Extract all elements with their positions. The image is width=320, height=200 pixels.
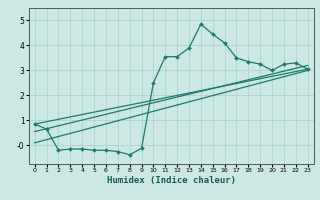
X-axis label: Humidex (Indice chaleur): Humidex (Indice chaleur) [107,176,236,185]
